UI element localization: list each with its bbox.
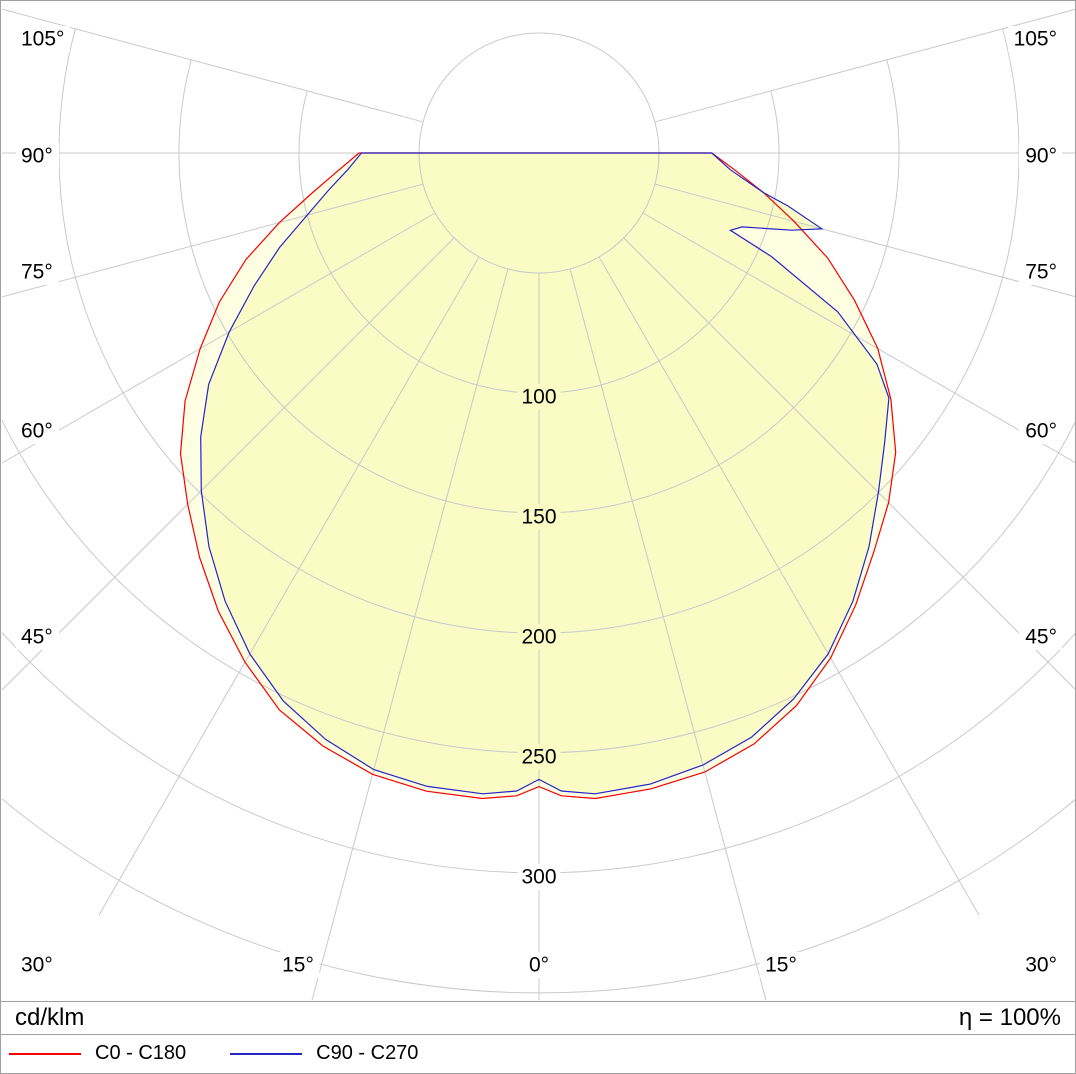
legend-item-c0-c180: C0 - C180 <box>9 1042 186 1065</box>
chart-canvas <box>2 8 1075 1000</box>
polar-grid <box>2 8 1075 1000</box>
svg-text:15°: 15° <box>282 954 314 977</box>
svg-text:75°: 75° <box>1025 261 1057 284</box>
curve-c90-c270 <box>200 152 890 795</box>
svg-text:30°: 30° <box>1025 954 1057 977</box>
chart-footer: cd/klm η = 100% <box>1 1002 1075 1035</box>
svg-text:90°: 90° <box>1025 145 1057 168</box>
svg-text:250: 250 <box>521 746 556 769</box>
svg-text:300: 300 <box>521 866 556 889</box>
svg-text:75°: 75° <box>21 261 53 284</box>
svg-text:0°: 0° <box>529 954 549 977</box>
svg-text:45°: 45° <box>1025 626 1057 649</box>
svg-text:150: 150 <box>521 506 556 529</box>
legend-label-c90: C90 - C270 <box>316 1042 419 1064</box>
svg-text:15°: 15° <box>765 954 797 977</box>
legend-label-c0: C0 - C180 <box>95 1042 187 1064</box>
svg-text:100: 100 <box>521 386 556 409</box>
polar-diagram-area: 105° 90° 75° 60° 45° 30° 105° 90° 75° 60° 45° 30° 15… <box>1 1 1075 1002</box>
svg-text:105°: 105° <box>21 28 64 51</box>
c90-c270-fill <box>200 153 889 794</box>
axis-labels: 105° 90° 75° 60° 45° 30° 105° 90° 75° 60° 45° 30° 15… <box>16 26 1062 978</box>
polar-distribution-chart: 105° 90° 75° 60° 45° 30° 105° 90° 75° 60° 45° 30° 15… <box>2 8 1075 1000</box>
svg-text:90°: 90° <box>21 145 53 168</box>
svg-text:105°: 105° <box>1014 28 1057 51</box>
svg-text:45°: 45° <box>21 626 53 649</box>
svg-text:30°: 30° <box>21 954 53 977</box>
svg-text:200: 200 <box>521 626 556 649</box>
legend: C0 - C180 C90 - C270 <box>1 1035 1075 1072</box>
legend-swatch-c90-icon <box>230 1052 303 1055</box>
svg-text:60°: 60° <box>21 420 53 443</box>
units-label: cd/klm <box>15 1004 85 1031</box>
svg-text:60°: 60° <box>1025 420 1057 443</box>
curve-c0-c180 <box>179 152 897 800</box>
legend-item-c90-c270: C90 - C270 <box>230 1042 418 1065</box>
legend-swatch-c0-icon <box>9 1052 81 1055</box>
efficiency-label: η = 100% <box>958 1004 1061 1031</box>
